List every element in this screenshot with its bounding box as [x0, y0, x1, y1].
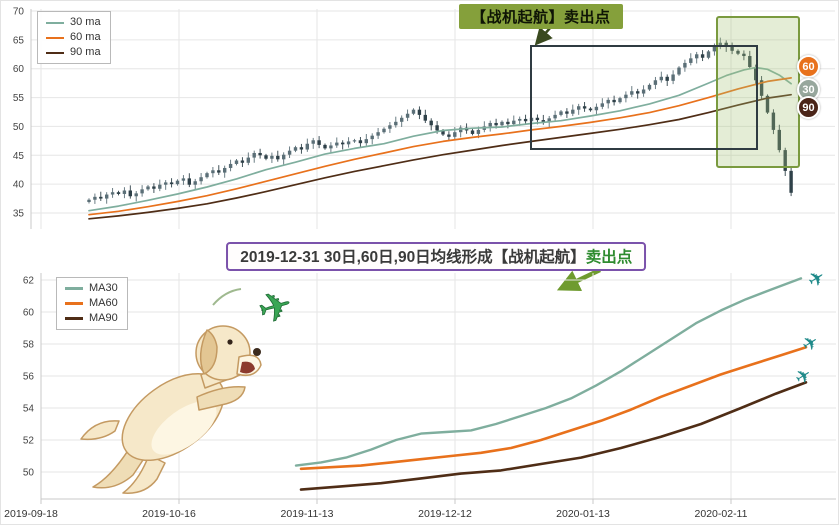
svg-text:60: 60: [13, 64, 25, 75]
sell-point-callout: 【战机起航】卖出点: [459, 4, 623, 29]
ma30-swatch: [65, 287, 83, 290]
ma30-swatch: [46, 21, 64, 24]
svg-text:56: 56: [23, 372, 35, 383]
ma90-swatch: [46, 51, 64, 54]
x-tick-label: 2019-12-12: [418, 508, 472, 520]
ma60-swatch: [46, 36, 64, 39]
ma60-line: [88, 77, 792, 216]
svg-text:60: 60: [23, 308, 35, 319]
legend-item-ma60: MA60: [65, 298, 118, 309]
legend-label: MA90: [89, 312, 118, 324]
green-arrow: [556, 267, 601, 291]
airplane-icon: ✈: [804, 269, 830, 293]
svg-text:35: 35: [13, 208, 25, 219]
svg-text:62: 62: [23, 276, 35, 287]
svg-text:40: 40: [13, 180, 25, 191]
candles: [87, 37, 793, 204]
ma60-swatch: [65, 302, 83, 305]
dog-eye: [227, 339, 233, 345]
banner-highlight-text: 卖出点: [585, 249, 633, 266]
legend-item-60ma: 60 ma: [46, 32, 101, 43]
callout-arrow: [534, 26, 553, 46]
svg-text:54: 54: [23, 404, 35, 415]
ma60-badge: 60: [797, 55, 820, 78]
svg-text:50: 50: [13, 122, 25, 133]
svg-text:52: 52: [23, 436, 35, 447]
top-candlestick-chart: 35 40 45 50 55 60 65 70: [13, 7, 835, 229]
legend-label: MA30: [89, 282, 118, 294]
x-tick-label: 2019-11-13: [280, 508, 334, 520]
banner-text: 2019-12-31 30日,60日,90日均线形成【战机起航】: [240, 249, 586, 266]
ma30-line: [294, 277, 803, 467]
pattern-box: [530, 45, 758, 150]
annotation-banner: 2019-12-31 30日,60日,90日均线形成【战机起航】卖出点: [226, 242, 647, 271]
top-ma-lines: [88, 66, 792, 220]
legend-item-90ma: 90 ma: [46, 47, 101, 58]
ma90-line: [88, 93, 792, 220]
ma90-line: [299, 381, 808, 491]
svg-text:58: 58: [23, 340, 35, 351]
svg-text:65: 65: [13, 35, 25, 46]
x-tick-label: 2019-10-16: [142, 508, 196, 520]
legend-label: 60 ma: [70, 31, 101, 43]
legend-item-ma90: MA90: [65, 313, 118, 324]
legend-item-30ma: 30 ma: [46, 17, 101, 28]
dog-nose: [253, 348, 261, 356]
svg-text:55: 55: [13, 93, 25, 104]
x-tick-label: 2019-09-18: [4, 508, 58, 520]
legend-label: MA60: [89, 297, 118, 309]
ma90-swatch: [65, 317, 83, 320]
svg-text:45: 45: [13, 151, 25, 162]
ma30-line: [88, 66, 792, 212]
x-tick-label: 2020-02-11: [694, 508, 748, 520]
legend-item-ma30: MA30: [65, 283, 118, 294]
ma90-badge: 90: [797, 96, 820, 119]
dog-illustration: [80, 288, 262, 494]
ma60-line: [299, 345, 808, 471]
x-tick-label: 2020-01-13: [556, 508, 610, 520]
x-axis-labels: 2019-09-18 2019-10-16 2019-11-13 2019-12…: [1, 508, 838, 522]
legend-label: 90 ma: [70, 46, 101, 58]
svg-text:70: 70: [13, 7, 25, 18]
legend-label: 30 ma: [70, 16, 101, 28]
svg-text:50: 50: [23, 468, 35, 479]
toy-plane-icon: ✈: [253, 282, 297, 334]
bottom-legend: MA30 MA60 MA90: [56, 277, 128, 330]
top-legend: 30 ma 60 ma 90 ma: [37, 11, 111, 64]
airplane-icon: ✈: [799, 331, 824, 357]
bottom-ma-lines: [294, 277, 808, 491]
